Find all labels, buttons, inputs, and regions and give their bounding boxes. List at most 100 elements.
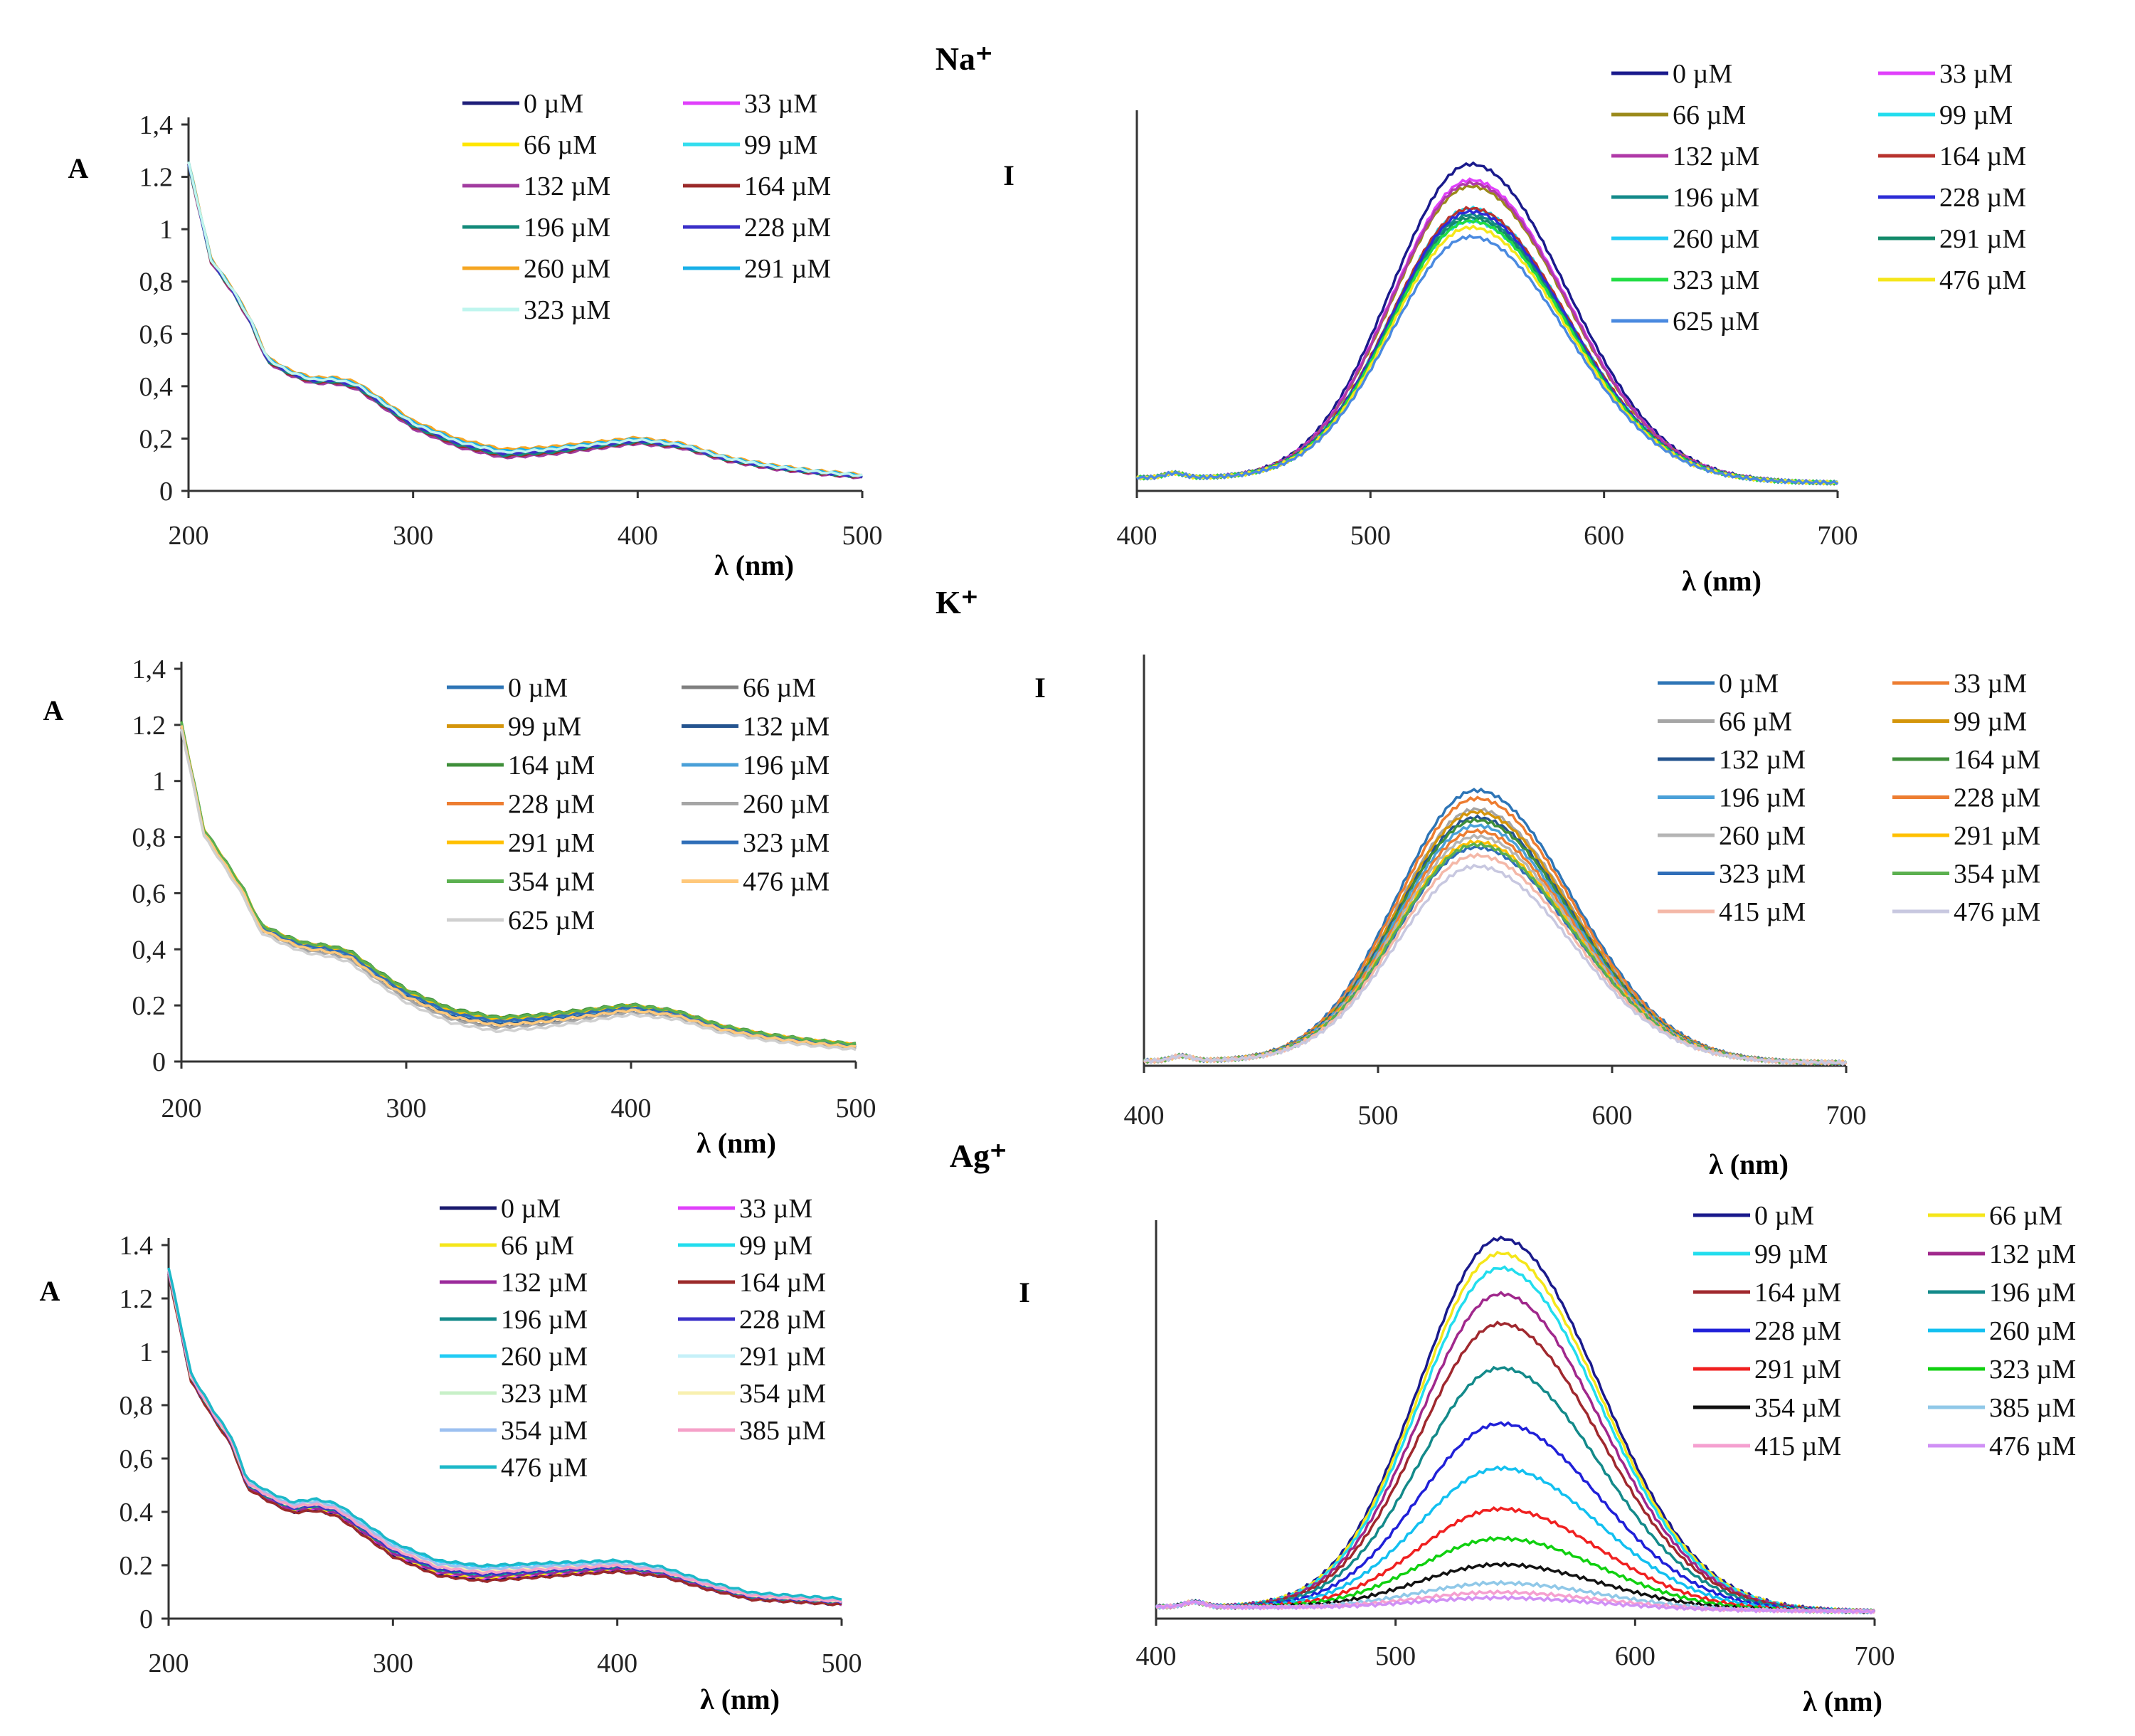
legend-label: 164 µM	[1754, 1278, 1841, 1308]
chart-k_abs: 200 300 400 500 0 0.2 0,4 0,6 0,8 1 1.2 1,4 Aλ (nm) 0…	[43, 655, 876, 1159]
x-tick-label: 700	[1855, 1641, 1895, 1671]
legend-label: 33 µM	[739, 1194, 812, 1224]
y-tick-label: 0	[139, 1604, 153, 1634]
legend-label: 132 µM	[1673, 142, 1759, 171]
y-tick-label: 1.4	[120, 1231, 154, 1261]
x-tick-label: 700	[1826, 1101, 1867, 1131]
legend-label: 476 µM	[1954, 897, 2040, 927]
y-tick-label: 0.2	[120, 1551, 154, 1581]
x-tick-label: 600	[1584, 521, 1624, 551]
series-line	[1155, 1465, 1875, 1615]
x-tick-label: 600	[1592, 1101, 1633, 1131]
legend-label: 0 µM	[501, 1194, 561, 1224]
legend-label: 132 µM	[524, 171, 610, 201]
legend-label: 164 µM	[1939, 142, 2026, 171]
legend-label: 33 µM	[1939, 59, 2013, 89]
y-tick-label: 0	[159, 477, 173, 507]
series-line	[180, 725, 857, 1049]
legend-label: 66 µM	[524, 130, 597, 160]
legend-label: 196 µM	[524, 213, 610, 243]
series-line	[167, 1271, 842, 1604]
series-line	[180, 721, 857, 1046]
x-tick-label: 700	[1818, 521, 1858, 551]
legend-label: 228 µM	[739, 1305, 826, 1335]
legend-label: 66 µM	[743, 673, 816, 703]
legend-label: 66 µM	[1989, 1201, 2062, 1231]
y-tick-label: 1	[159, 215, 173, 245]
legend-label: 625 µM	[1673, 307, 1759, 337]
legend-label: 260 µM	[501, 1342, 588, 1372]
x-tick-label: 300	[386, 1094, 427, 1123]
legend-label: 99 µM	[744, 130, 817, 160]
x-tick-label: 400	[611, 1094, 652, 1123]
x-axis-label: λ (nm)	[1803, 1685, 1882, 1718]
legend-label: 354 µM	[508, 867, 595, 897]
x-tick-label: 300	[393, 521, 433, 551]
legend-label: 196 µM	[1673, 183, 1759, 213]
legend-label: 0 µM	[1754, 1201, 1814, 1231]
y-tick-label: 0,8	[139, 268, 174, 297]
x-axis-label: λ (nm)	[1709, 1148, 1789, 1180]
y-tick-label: 1.2	[139, 163, 174, 193]
legend-label: 33 µM	[1954, 669, 2027, 699]
y-tick-label: 1,4	[132, 655, 166, 684]
legend-label: 99 µM	[1754, 1239, 1828, 1269]
y-tick-label: 0,4	[139, 372, 174, 402]
legend-label: 291 µM	[1954, 821, 2040, 851]
x-tick-label: 400	[1136, 1641, 1177, 1671]
legend-label: 476 µM	[501, 1453, 588, 1483]
y-axis-label: I	[1034, 672, 1046, 704]
x-tick-label: 200	[169, 521, 209, 551]
legend-label: 228 µM	[1754, 1316, 1841, 1346]
legend-label: 99 µM	[1954, 707, 2027, 737]
legend-label: 291 µM	[744, 254, 831, 284]
y-tick-label: 0.2	[132, 991, 166, 1021]
legend-label: 164 µM	[739, 1268, 826, 1298]
title-na: Na⁺	[936, 41, 993, 77]
legend-label: 0 µM	[1673, 59, 1732, 89]
y-axis-label: I	[1003, 159, 1014, 191]
legend-label: 323 µM	[1673, 265, 1759, 295]
legend-label: 66 µM	[1719, 707, 1792, 737]
x-tick-label: 200	[161, 1094, 202, 1123]
y-tick-label: 0,8	[132, 823, 166, 853]
legend-label: 196 µM	[1989, 1278, 2076, 1308]
x-tick-label: 500	[836, 1094, 876, 1123]
y-tick-label: 1.2	[120, 1284, 154, 1314]
legend-label: 164 µM	[1954, 745, 2040, 775]
legend-label: 228 µM	[508, 790, 595, 820]
y-tick-label: 0,6	[139, 319, 174, 349]
legend-label: 354 µM	[501, 1416, 588, 1446]
series-line	[1155, 1320, 1875, 1614]
legend-label: 625 µM	[508, 906, 595, 936]
chart-na_em: 400 500 600 700 Iλ (nm) 0 µM 33 µM 66 µM 99 µM 13…	[1003, 59, 2026, 597]
legend-label: 66 µM	[1673, 100, 1746, 130]
legend-label: 415 µM	[1719, 897, 1806, 927]
legend-label: 291 µM	[1754, 1355, 1841, 1385]
legend-label: 132 µM	[743, 712, 830, 742]
legend-label: 354 µM	[739, 1379, 826, 1409]
legend-label: 132 µM	[1989, 1239, 2076, 1269]
x-tick-label: 500	[1358, 1101, 1399, 1131]
legend-label: 385 µM	[1989, 1393, 2076, 1423]
legend-label: 228 µM	[1939, 183, 2026, 213]
legend-label: 99 µM	[508, 712, 581, 742]
y-tick-label: 0.4	[120, 1498, 154, 1528]
y-tick-label: 0,6	[132, 879, 166, 909]
legend-label: 323 µM	[1989, 1355, 2076, 1385]
legend-label: 476 µM	[1989, 1431, 2076, 1461]
legend-label: 260 µM	[743, 790, 830, 820]
legend-label: 66 µM	[501, 1231, 574, 1261]
x-tick-label: 500	[1375, 1641, 1416, 1671]
legend-label: 354 µM	[1954, 859, 2040, 889]
legend-label: 196 µM	[501, 1305, 588, 1335]
series-line	[167, 1267, 842, 1601]
chart-ag_abs: 200 300 400 500 0 0.2 0.4 0,6 0,8 1 1.2 1.4 Aλ (nm) 0…	[40, 1194, 862, 1715]
legend-label: 99 µM	[1939, 100, 2013, 130]
plots: 200 300 400 500 0 0,2 0,4 0,6 0,8 1 1.2 1,4 Aλ (nm) 0…	[40, 59, 2077, 1718]
legend-label: 323 µM	[501, 1379, 588, 1409]
legend-label: 33 µM	[744, 89, 817, 119]
y-tick-label: 0,6	[120, 1444, 154, 1474]
series-line	[1143, 864, 1848, 1067]
